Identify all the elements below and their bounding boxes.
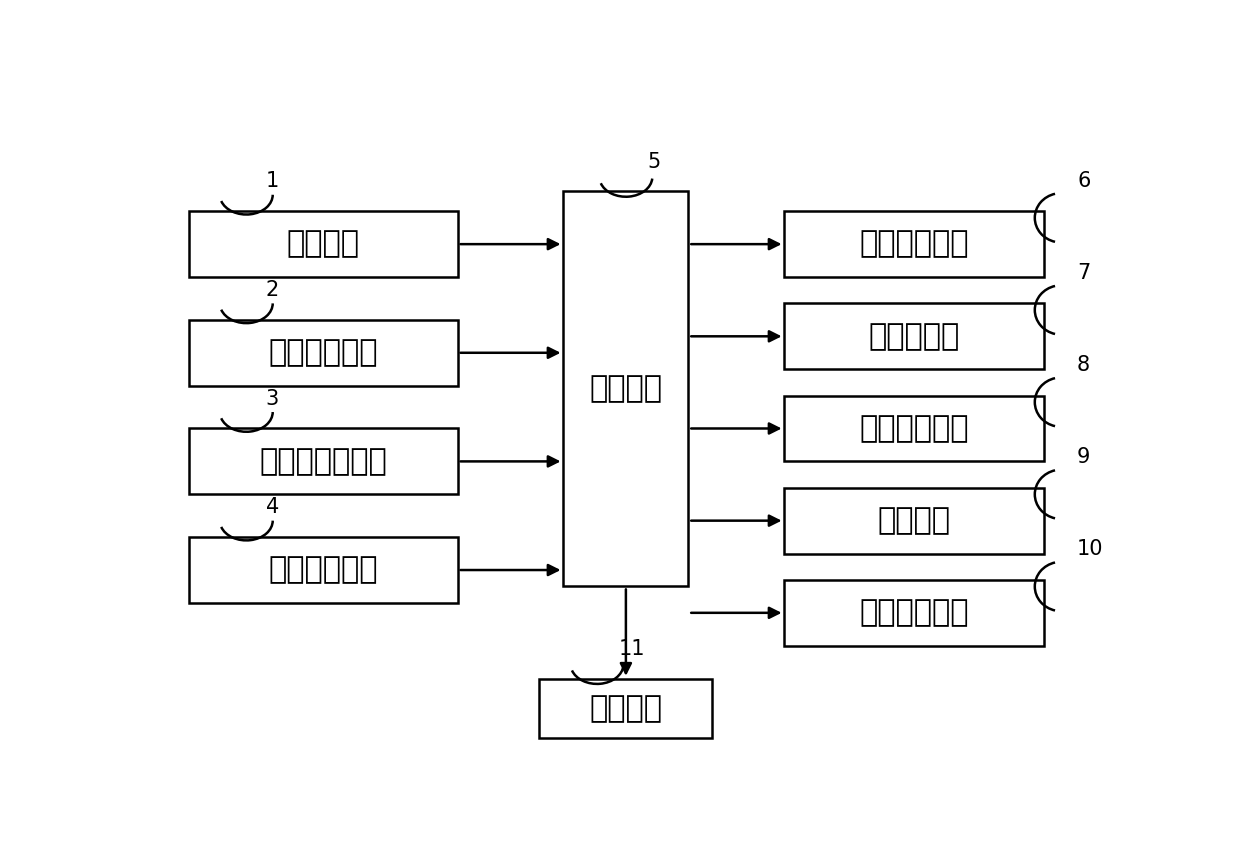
Bar: [188, 428, 458, 494]
Text: 6: 6: [1078, 171, 1090, 191]
Text: 主控模块: 主控模块: [589, 374, 662, 404]
Text: 10: 10: [1078, 540, 1104, 559]
Text: 1: 1: [265, 172, 279, 192]
Text: 中断控制模块: 中断控制模块: [859, 598, 968, 628]
Text: 显示模块: 显示模块: [589, 693, 662, 722]
Text: 优化模块: 优化模块: [878, 506, 951, 535]
Text: 脑电波检测模块: 脑电波检测模块: [259, 447, 387, 476]
Text: 3: 3: [265, 389, 279, 409]
Text: 9: 9: [1078, 447, 1090, 467]
Text: 11: 11: [619, 639, 645, 659]
Bar: [785, 304, 1044, 369]
Text: 电流调节模块: 电流调节模块: [859, 230, 968, 259]
Text: 参数调节模块: 参数调节模块: [859, 414, 968, 443]
Text: 参数设定模块: 参数设定模块: [268, 556, 378, 585]
Text: 4: 4: [265, 498, 279, 517]
Bar: [785, 396, 1044, 462]
Text: 2: 2: [265, 280, 279, 300]
Text: 供电模块: 供电模块: [286, 230, 360, 259]
Text: 5: 5: [647, 151, 660, 172]
Bar: [188, 320, 458, 386]
Bar: [785, 580, 1044, 646]
Text: 8: 8: [1078, 355, 1090, 375]
Text: 电刺激模块: 电刺激模块: [868, 321, 960, 351]
Text: 7: 7: [1078, 262, 1090, 283]
Bar: [785, 211, 1044, 277]
Text: 电流检测模块: 电流检测模块: [268, 339, 378, 368]
Bar: [188, 211, 458, 277]
Bar: [539, 679, 713, 738]
Bar: [563, 192, 688, 587]
Bar: [785, 487, 1044, 553]
Bar: [188, 537, 458, 603]
